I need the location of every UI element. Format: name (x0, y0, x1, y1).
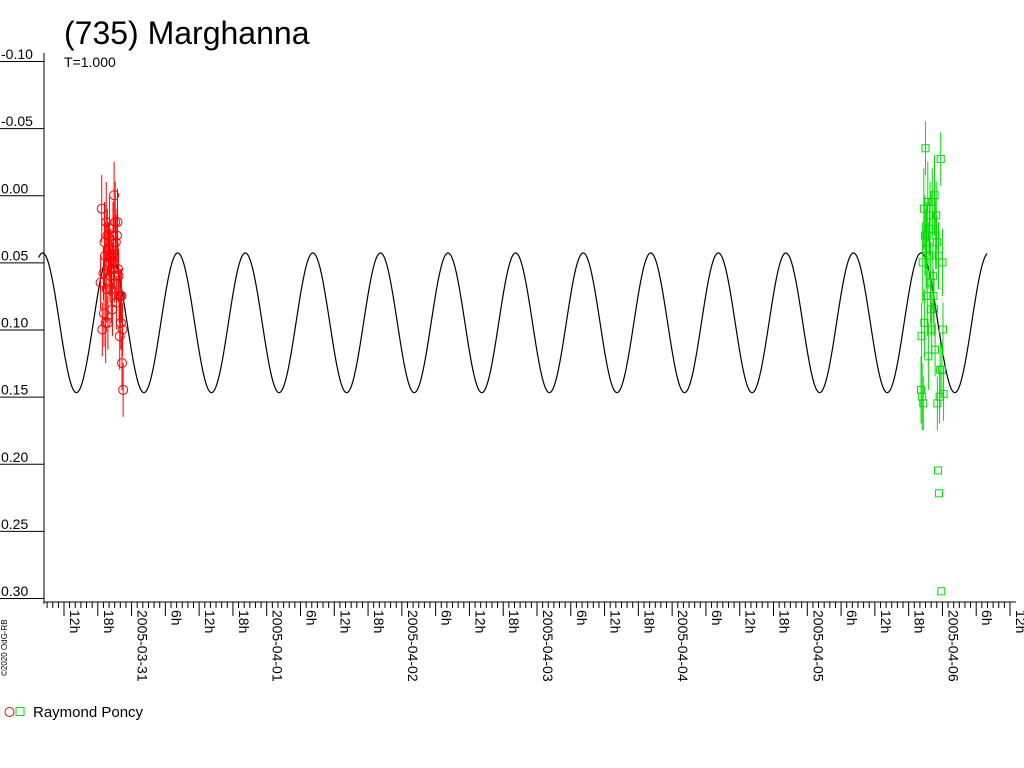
x-tick-label: 6h (304, 610, 320, 626)
series-0 (95, 161, 129, 417)
credit-text: ©2020 OdG-RB (0, 619, 9, 676)
data-point (98, 308, 109, 319)
data-point (933, 466, 942, 475)
x-tick-label: 2005-04-06 (945, 610, 961, 682)
data-point (115, 317, 126, 328)
data-point (932, 211, 941, 220)
y-tick-label: 0.25 (1, 516, 28, 532)
data-point (98, 268, 109, 279)
x-tick-label: 2005-04-03 (540, 610, 556, 682)
y-tick-label: 0.20 (1, 449, 28, 465)
x-tick-label: 12h (1013, 610, 1024, 633)
chart-subtitle: T=1.000 (64, 54, 116, 70)
data-point (921, 144, 930, 153)
data-point (113, 264, 124, 275)
data-point (100, 317, 111, 328)
x-tick-label: 18h (506, 610, 522, 633)
x-tick-label: 2005-04-04 (675, 610, 691, 682)
y-tick-label: 0.15 (1, 382, 28, 398)
data-point (106, 284, 117, 295)
data-point (930, 191, 939, 200)
data-point (113, 270, 124, 281)
data-point (929, 291, 938, 300)
data-series (95, 121, 948, 596)
data-point (937, 365, 946, 374)
y-axis: -0.10 -0.05 0.00 0.05 0.10 0.15 0.20 0.25 0.30 (0, 46, 45, 604)
data-point (929, 305, 938, 314)
chart-title: (735) Marghanna (64, 15, 310, 51)
data-point (936, 155, 945, 164)
data-point (928, 271, 937, 280)
data-point (925, 224, 934, 233)
data-point (919, 399, 928, 408)
x-tick-label: 6h (709, 610, 725, 626)
data-point (939, 389, 948, 398)
x-tick-label: 6h (574, 610, 590, 626)
x-tick-label: 6h (168, 610, 184, 626)
data-point (118, 384, 129, 395)
y-tick-label: 0.30 (1, 583, 28, 599)
x-tick-label: 12h (608, 610, 624, 633)
x-tick-label: 2005-04-01 (270, 610, 286, 682)
data-point (114, 331, 125, 342)
data-point (926, 211, 935, 220)
data-point (923, 197, 932, 206)
x-tick-label: 18h (236, 610, 252, 633)
fit-curve (38, 252, 988, 394)
data-point (117, 324, 128, 335)
data-point (935, 489, 944, 498)
data-point (109, 190, 120, 201)
x-tick-label: 6h (979, 610, 995, 626)
data-point (106, 264, 117, 275)
data-point (932, 238, 941, 247)
data-point (938, 325, 947, 334)
data-point (937, 587, 946, 596)
x-tick-label: 12h (202, 610, 218, 633)
y-tick-label: -0.10 (1, 46, 33, 62)
x-tick-label: 18h (371, 610, 387, 633)
x-tick-label: 18h (101, 610, 117, 633)
x-tick-label: 12h (743, 610, 759, 633)
data-point (102, 230, 113, 241)
y-tick-label: 0.10 (1, 315, 28, 331)
x-tick-label: 18h (641, 610, 657, 633)
x-tick-label: 18h (777, 610, 793, 633)
legend: Raymond Poncy (4, 704, 144, 721)
data-point (931, 345, 940, 354)
data-point (111, 230, 122, 241)
y-tick-label: 0.05 (1, 247, 28, 263)
x-tick-label: 2005-03-31 (135, 610, 151, 682)
legend-circle-marker (4, 707, 15, 717)
data-point (116, 290, 127, 301)
x-tick-label: 12h (337, 610, 353, 633)
legend-label: Raymond Poncy (33, 704, 144, 721)
data-point (110, 217, 121, 228)
x-tick-label: 12h (67, 610, 83, 633)
x-tick-label: 6h (439, 610, 455, 626)
x-tick-label: 12h (472, 610, 488, 633)
y-tick-label: -0.05 (1, 113, 33, 129)
x-axis: 12h 18h 2005-03-31 6h 12h 18h 2005-04-01 6h 12h 1… (44, 601, 1024, 682)
x-tick-label: 18h (912, 610, 928, 633)
series-1 (917, 121, 948, 596)
y-tick-label: 0.00 (1, 180, 28, 196)
x-tick-label: 2005-04-02 (405, 610, 421, 682)
data-point (116, 358, 127, 369)
data-point (938, 258, 947, 267)
data-point (112, 217, 123, 228)
data-point (917, 332, 926, 341)
x-tick-label: 2005-04-05 (810, 610, 826, 682)
data-point (97, 324, 108, 335)
x-tick-label: 6h (844, 610, 860, 626)
x-tick-label: 12h (878, 610, 894, 633)
legend-square-marker (15, 707, 25, 716)
data-point (110, 237, 121, 248)
